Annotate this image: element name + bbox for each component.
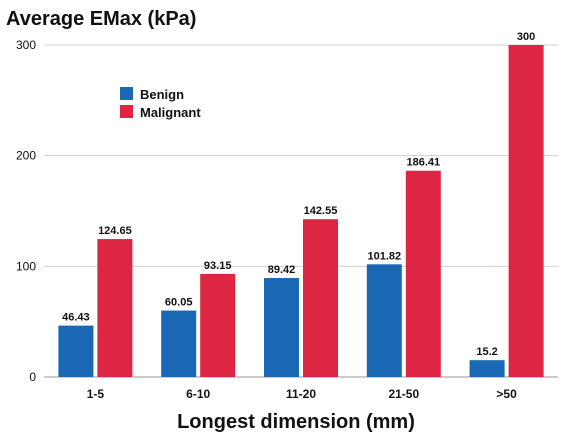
bar-malignant bbox=[200, 273, 236, 377]
x-axis-ticks: 1-5 6-10 11-20 21-50 >50 bbox=[87, 387, 517, 401]
data-label-malignant: 142.55 bbox=[304, 205, 338, 217]
data-label-malignant: 124.65 bbox=[98, 225, 132, 237]
data-label-malignant: 300 bbox=[517, 31, 535, 43]
y-tick-label: 300 bbox=[16, 38, 36, 52]
data-label-benign: 60.05 bbox=[165, 297, 193, 309]
x-tick-label: 21-50 bbox=[388, 387, 419, 401]
x-axis-label: Longest dimension (mm) bbox=[177, 411, 415, 433]
bar-benign bbox=[469, 360, 505, 377]
data-label-benign: 101.82 bbox=[367, 250, 401, 262]
data-label-benign: 89.42 bbox=[268, 264, 296, 276]
data-labels: 46.43 124.65 60.05 93.15 89.42 142.55 101.82 18… bbox=[62, 31, 535, 358]
legend-label-benign: Benign bbox=[140, 87, 184, 102]
bar-malignant bbox=[508, 45, 544, 377]
chart-title: Average EMax (kPa) bbox=[6, 8, 196, 30]
legend-swatch-malignant bbox=[120, 105, 133, 118]
x-tick-label: 6-10 bbox=[186, 387, 210, 401]
bar-benign bbox=[366, 264, 402, 377]
bars bbox=[58, 45, 544, 377]
legend-label-malignant: Malignant bbox=[140, 105, 201, 120]
bar-benign bbox=[161, 310, 197, 377]
x-tick-label: >50 bbox=[496, 387, 517, 401]
x-tick-label: 1-5 bbox=[87, 387, 105, 401]
data-label-benign: 15.2 bbox=[476, 346, 497, 358]
legend-swatch-benign bbox=[120, 87, 133, 100]
y-tick-label: 100 bbox=[16, 259, 36, 273]
y-tick-label: 0 bbox=[29, 370, 36, 384]
y-axis-ticks: 0 100 200 300 bbox=[16, 38, 36, 384]
bar-malignant bbox=[303, 219, 338, 377]
bar-benign bbox=[264, 278, 299, 377]
data-label-malignant: 93.15 bbox=[204, 260, 232, 272]
data-label-malignant: 186.41 bbox=[406, 157, 440, 169]
bar-malignant bbox=[405, 170, 441, 377]
x-tick-label: 11-20 bbox=[286, 387, 316, 401]
data-label-benign: 46.43 bbox=[62, 312, 90, 324]
bar-benign bbox=[58, 325, 94, 377]
legend: Benign Malignant bbox=[120, 87, 201, 120]
bar-malignant bbox=[97, 239, 133, 377]
y-tick-label: 200 bbox=[16, 149, 36, 163]
